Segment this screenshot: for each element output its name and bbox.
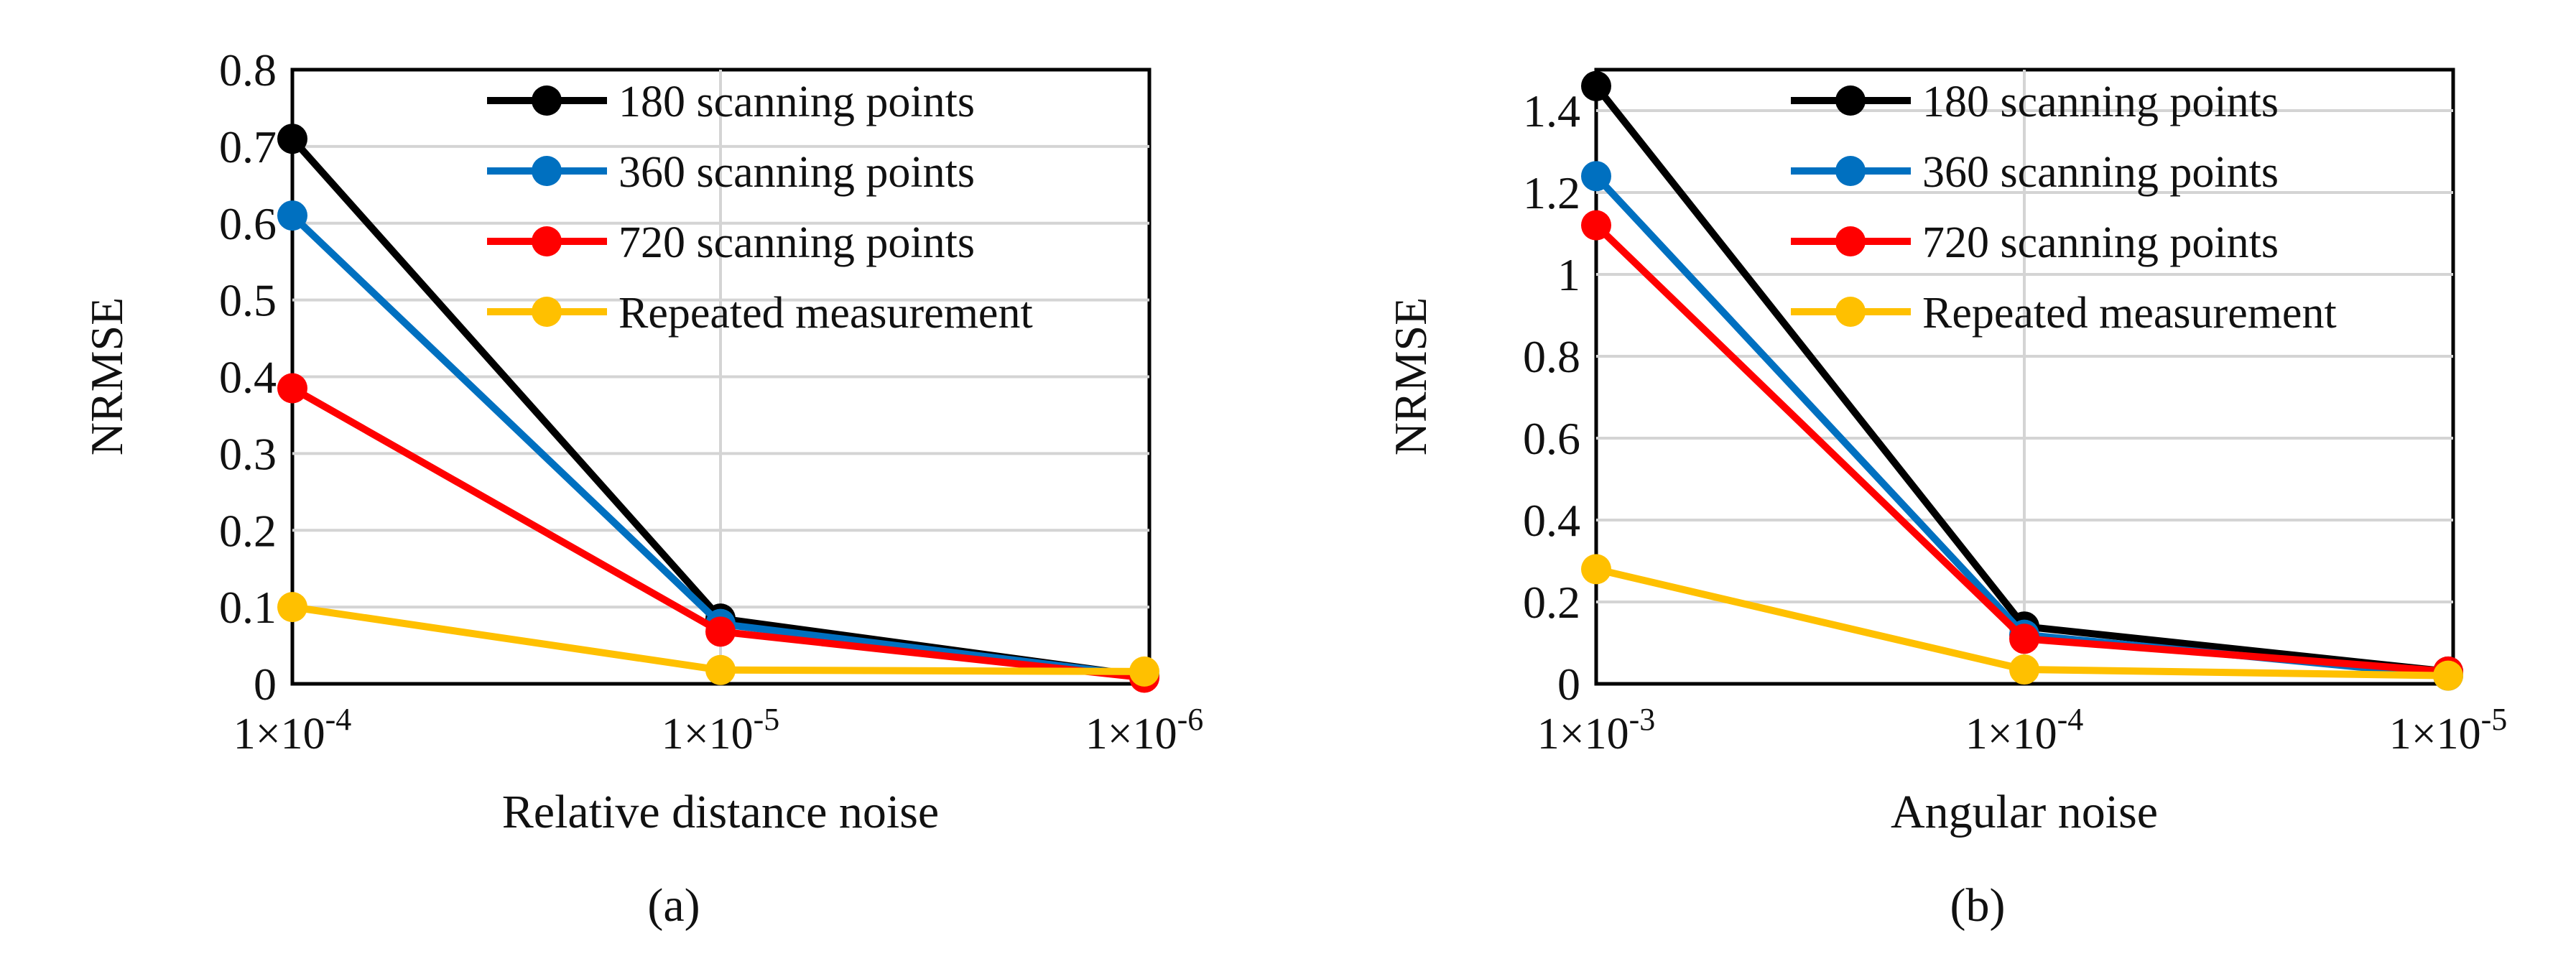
- chart-panel-a: 00.10.20.30.40.50.60.70.8 1×10-4 1×10-5 1×…: [81, 45, 1203, 932]
- series-layer: [277, 124, 1159, 693]
- legend-label: 360 scanning points: [1922, 148, 2279, 197]
- legend: 180 scanning points 360 scanning points 72…: [487, 78, 1033, 338]
- y-tick-label: 0.8: [219, 45, 277, 96]
- data-point: [1581, 210, 1611, 241]
- y-tick-label: 0.2: [1523, 577, 1580, 628]
- x-tick-label: 1×10-6: [1085, 702, 1204, 759]
- legend-swatch-marker: [1835, 156, 1866, 186]
- x-tick-label: 1×10-4: [1965, 702, 2084, 759]
- x-axis-label: Relative distance noise: [502, 786, 939, 838]
- y-tick-label: 0.1: [219, 582, 277, 633]
- y-tick-label: 0.6: [219, 198, 277, 249]
- data-point: [2009, 654, 2039, 685]
- legend-label: 180 scanning points: [1922, 78, 2279, 126]
- data-point: [705, 616, 736, 647]
- data-point: [2009, 623, 2039, 654]
- data-point: [277, 373, 307, 404]
- legend-swatch-marker: [1835, 297, 1866, 327]
- y-tick-label: 0.3: [219, 428, 277, 479]
- data-point: [277, 592, 307, 623]
- x-axis-label: Angular noise: [1891, 786, 2158, 838]
- y-tick-label: 0: [254, 659, 277, 710]
- data-point: [1581, 554, 1611, 585]
- panel-label: (a): [647, 879, 700, 932]
- x-tick-labels: 1×10-4 1×10-5 1×10-6: [233, 702, 1204, 759]
- legend-swatch-marker: [532, 156, 562, 186]
- data-point: [1581, 161, 1611, 192]
- y-tick-label: 0.4: [219, 352, 277, 403]
- y-tick-label: 0.7: [219, 121, 277, 172]
- y-tick-label: 0.2: [219, 505, 277, 556]
- legend-swatch-marker: [532, 297, 562, 327]
- y-tick-label: 1.4: [1523, 85, 1580, 136]
- legend-label: 180 scanning points: [618, 78, 975, 126]
- y-tick-label: 0.8: [1523, 331, 1580, 382]
- data-point: [1581, 70, 1611, 101]
- y-tick-label: 1: [1557, 249, 1580, 300]
- data-point: [705, 654, 736, 685]
- data-point: [277, 124, 307, 154]
- data-point: [277, 200, 307, 231]
- x-tick-label: 1×10-5: [2389, 702, 2508, 759]
- x-tick-labels: 1×10-3 1×10-4 1×10-5: [1537, 702, 2508, 759]
- legend-label: 720 scanning points: [618, 218, 975, 267]
- y-tick-labels: 0 0.2 0.4 0.6 0.8 1 1.2 1.4: [1523, 85, 1580, 710]
- y-tick-label: 0.5: [219, 275, 277, 326]
- y-axis-label: NRMSE: [1385, 297, 1436, 456]
- legend-label: 720 scanning points: [1922, 218, 2279, 267]
- legend: 180 scanning points 360 scanning points 72…: [1791, 78, 2337, 338]
- y-tick-label: 0: [1557, 659, 1580, 710]
- series-layer: [1581, 70, 2463, 691]
- legend-swatch-marker: [1835, 226, 1866, 256]
- data-point: [1129, 656, 1159, 687]
- y-axis-label: NRMSE: [81, 297, 132, 456]
- legend-swatch-marker: [532, 226, 562, 256]
- data-point: [2433, 660, 2463, 691]
- legend-label: Repeated measurement: [1922, 289, 2337, 338]
- legend-swatch-marker: [1835, 85, 1866, 116]
- chart-panel-b: 00.20.40.60.811.21.4 1×10-3 1×10-4 1×10-5 …: [1385, 68, 2508, 932]
- legend-label: Repeated measurement: [618, 289, 1033, 338]
- x-tick-label: 1×10-5: [662, 702, 780, 759]
- y-tick-label: 0.4: [1523, 495, 1580, 546]
- y-tick-label: 1.2: [1523, 167, 1580, 218]
- legend-label: 360 scanning points: [618, 148, 975, 197]
- y-tick-label: 0.6: [1523, 413, 1580, 464]
- x-tick-label: 1×10-4: [233, 702, 352, 759]
- panel-label: (b): [1950, 879, 2006, 932]
- y-tick-labels: 0 0.1 0.2 0.3 0.4 0.5 0.6 0.7 0.8: [219, 45, 277, 710]
- legend-swatch-marker: [532, 85, 562, 116]
- x-tick-label: 1×10-3: [1537, 702, 1656, 759]
